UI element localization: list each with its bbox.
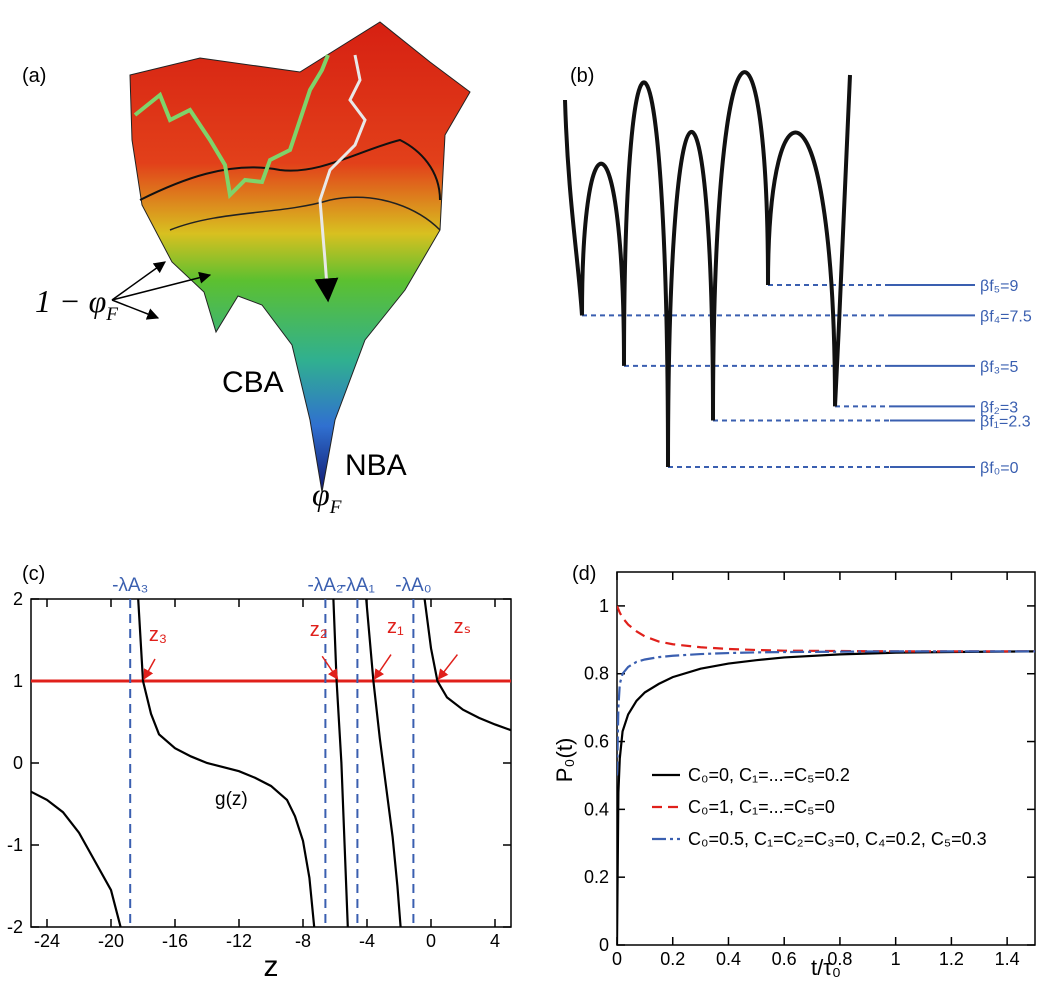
- y-tick-label: 0.4: [584, 799, 609, 819]
- x-tick-label: 0.8: [827, 949, 852, 969]
- x-tick-label: -16: [162, 931, 188, 951]
- annotation-text: CBA: [222, 366, 284, 399]
- series-line: [617, 650, 1035, 776]
- panel-label: (a): [22, 65, 46, 87]
- series-label: g(z): [215, 789, 248, 810]
- y-tick-label: 1: [599, 596, 609, 616]
- level-label: βf₅=9: [980, 278, 1018, 295]
- annotation: z₃: [149, 624, 167, 646]
- annotation: zₛ: [454, 616, 471, 638]
- level-label: βf₀=0: [980, 460, 1019, 477]
- annotation-subscript: F: [329, 497, 342, 518]
- annotation: z₁: [387, 616, 404, 638]
- annotation-arrow: [437, 654, 458, 680]
- energy-curve: [563, 70, 852, 468]
- plot-area: [31, 599, 511, 927]
- panel-label: (d): [572, 563, 596, 585]
- asymptote-label: -λA₃: [112, 575, 148, 596]
- asymptote-label: -λA₀: [395, 575, 431, 596]
- x-tick-label: -4: [359, 931, 375, 951]
- x-axis-label: t/τ₀: [811, 955, 841, 980]
- y-tick-label: 1: [13, 671, 23, 691]
- landscape-illustration: [111, 21, 471, 493]
- level-label: βf₁=2.3: [980, 413, 1031, 430]
- annotation: NBA: [345, 449, 407, 482]
- plot-area: [617, 605, 1035, 945]
- y-tick-label: 0.8: [584, 664, 609, 684]
- asymptote-label: -λA₂: [307, 575, 343, 596]
- x-tick-label: 0: [612, 949, 622, 969]
- x-tick-label: 1: [891, 949, 901, 969]
- legend-label: C₀=1, C₁=...=C₅=0: [688, 797, 835, 817]
- series-line: [617, 605, 1035, 653]
- annotation-text: φ: [312, 476, 330, 512]
- annotation: z₂: [310, 619, 328, 641]
- annotation: 1 − φF: [35, 283, 118, 325]
- panel-label: (b): [570, 65, 594, 87]
- annotation: φF: [312, 476, 342, 518]
- x-tick-label: 0: [426, 931, 436, 951]
- plot-frame: [616, 571, 1036, 946]
- y-tick-label: 0.6: [584, 732, 609, 752]
- legend-label: C₀=0.5, C₁=C₂=C₃=0, C₄=0.2, C₅=0.3: [688, 829, 987, 849]
- annotation-subscript: F: [105, 304, 118, 325]
- level-label: βf₃=5: [980, 359, 1019, 376]
- level-label: βf₂=3: [980, 399, 1018, 416]
- x-tick-label: 0.4: [716, 949, 741, 969]
- x-tick-label: -8: [295, 931, 311, 951]
- annotation-text: 1 − φ: [35, 283, 106, 319]
- annotation-text: NBA: [345, 449, 407, 482]
- y-tick-label: 2: [13, 589, 23, 609]
- x-tick-label: 0.2: [660, 949, 685, 969]
- x-tick-label: 0.6: [772, 949, 797, 969]
- legend-label: C₀=0, C₁=...=C₅=0.2: [688, 765, 850, 785]
- asymptote-label: -λA₁: [340, 575, 375, 596]
- annotation-arrow: [321, 655, 339, 680]
- x-tick-label: -12: [226, 931, 252, 951]
- y-tick-label: 0.2: [584, 867, 609, 887]
- x-axis-label: z: [264, 950, 279, 981]
- x-tick-label: 1.2: [939, 949, 964, 969]
- series-line: [31, 599, 511, 927]
- y-tick-label: 0: [599, 935, 609, 955]
- panel-label: (c): [22, 563, 45, 585]
- x-tick-label: 1.4: [995, 949, 1020, 969]
- series-line: [617, 650, 1035, 945]
- y-tick-label: -2: [7, 917, 23, 937]
- annotation: CBA: [222, 366, 284, 399]
- y-tick-label: 0: [13, 753, 23, 773]
- level-label: βf₄=7.5: [980, 308, 1032, 325]
- x-tick-label: 4: [490, 931, 500, 951]
- x-tick-label: -20: [98, 931, 124, 951]
- annotation-arrow: [143, 658, 156, 680]
- annotation-arrow: [373, 654, 392, 680]
- x-tick-label: -24: [34, 931, 60, 951]
- y-axis-label: P₀(t): [552, 738, 577, 783]
- y-tick-label: -1: [7, 835, 23, 855]
